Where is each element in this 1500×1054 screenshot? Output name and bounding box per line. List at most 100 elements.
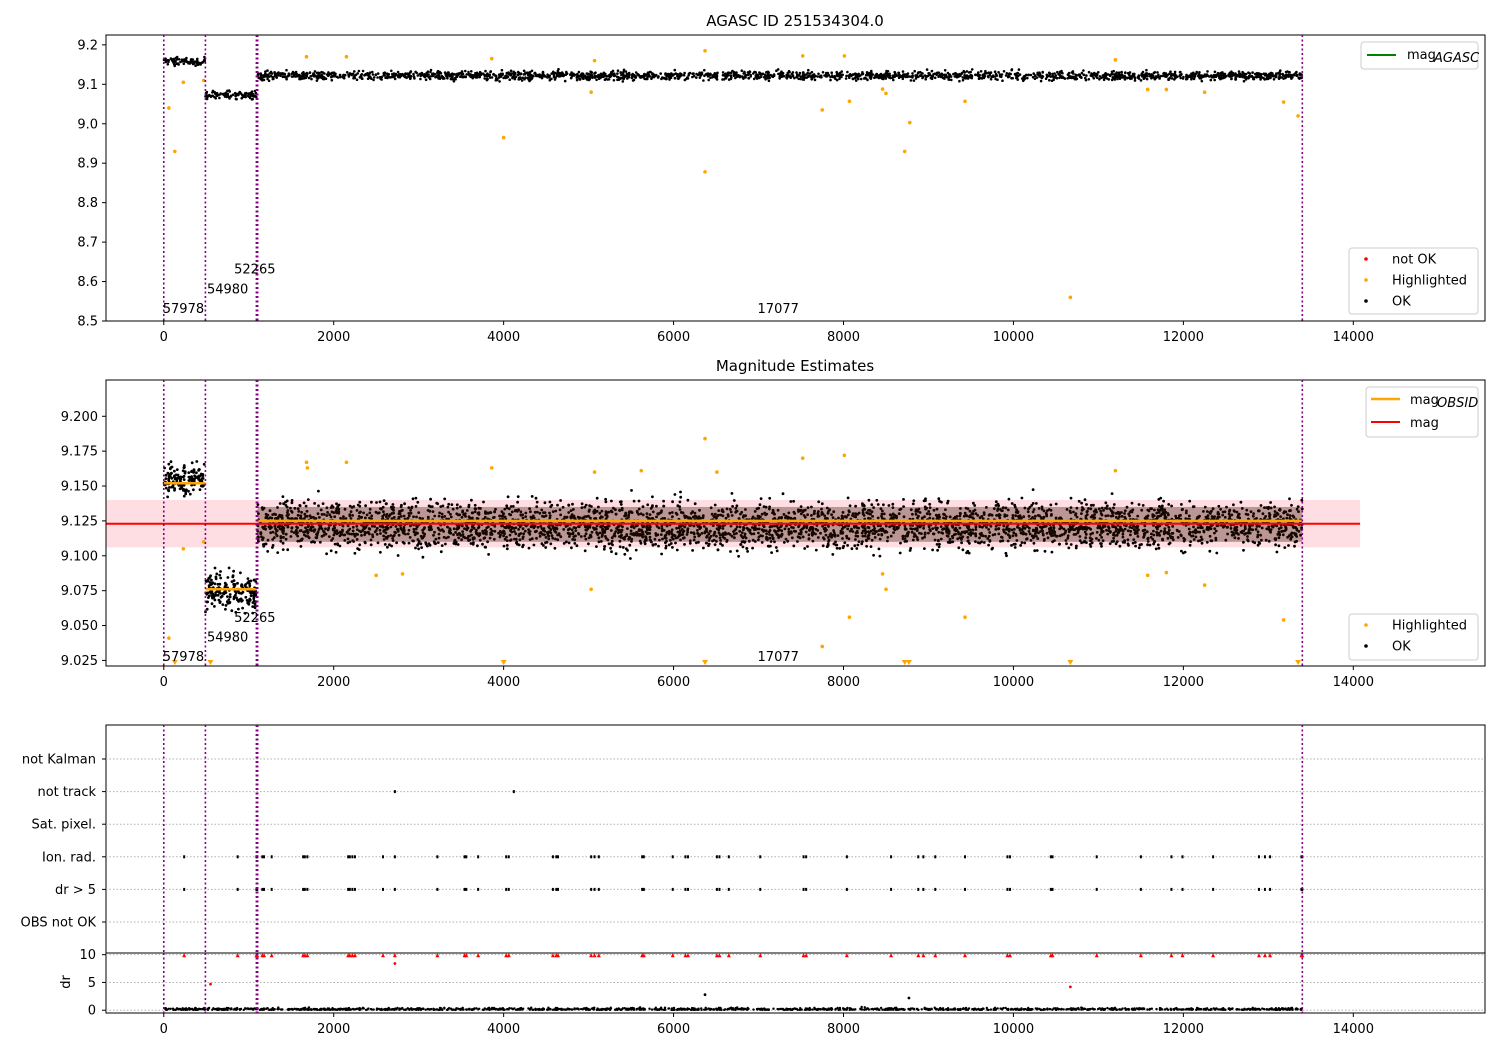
ok-point xyxy=(947,72,950,75)
ok-point xyxy=(248,584,251,587)
ok-point xyxy=(354,77,357,80)
ok-point xyxy=(668,544,671,547)
ok-point xyxy=(417,548,420,551)
ok-point xyxy=(855,79,858,82)
ok-point xyxy=(1176,76,1179,79)
ok-point xyxy=(439,71,442,74)
ok-point xyxy=(676,75,679,78)
ok-point xyxy=(300,545,303,548)
ok-point xyxy=(1233,74,1236,77)
ok-point xyxy=(1044,550,1047,553)
ok-point xyxy=(1052,79,1055,82)
ok-point xyxy=(1198,75,1201,78)
panel-title: AGASC ID 251534304.0 xyxy=(706,12,884,30)
ok-point xyxy=(208,95,211,98)
ok-point xyxy=(469,73,472,76)
ok-point xyxy=(863,77,866,80)
ok-point xyxy=(286,548,289,551)
ok-point xyxy=(651,76,654,79)
ok-point xyxy=(521,79,524,82)
ok-point xyxy=(226,595,229,598)
highlighted-point xyxy=(908,121,912,125)
highlighted-point xyxy=(963,99,967,103)
ok-point xyxy=(240,600,243,603)
highlighted-point xyxy=(903,150,907,154)
ok-point xyxy=(977,71,980,74)
ok-point xyxy=(1156,71,1159,74)
ok-point xyxy=(191,461,194,464)
ok-point xyxy=(751,547,754,550)
ok-point xyxy=(556,75,559,78)
ok-point xyxy=(517,495,520,498)
ok-point xyxy=(375,501,378,504)
highlighted-point xyxy=(1114,58,1118,62)
ok-point xyxy=(1251,75,1254,78)
ok-point xyxy=(370,77,373,80)
ok-point xyxy=(527,74,530,77)
ok-point xyxy=(1111,79,1114,82)
ok-point xyxy=(476,75,479,78)
ok-point xyxy=(1288,497,1291,500)
y-tick-label: 8.5 xyxy=(77,315,98,330)
ok-point xyxy=(926,75,929,78)
ok-point xyxy=(1210,74,1213,77)
ok-point xyxy=(271,72,274,75)
ok-point xyxy=(821,502,824,505)
ok-point xyxy=(1238,70,1241,73)
ok-point xyxy=(962,548,965,551)
ok-point xyxy=(836,79,839,82)
ok-point xyxy=(1179,74,1182,77)
ok-point xyxy=(838,75,841,78)
ok-point xyxy=(557,68,560,71)
ok-point xyxy=(384,71,387,74)
ok-point xyxy=(177,474,180,477)
ok-point xyxy=(1198,71,1201,74)
ok-point xyxy=(310,78,313,81)
ok-point xyxy=(987,75,990,78)
ok-point xyxy=(664,72,667,75)
ok-point xyxy=(1006,72,1009,75)
ok-point xyxy=(260,76,263,79)
ok-point xyxy=(919,74,922,77)
ok-point xyxy=(996,74,999,77)
ok-point xyxy=(430,69,433,72)
x-tick-label: 0 xyxy=(160,330,168,345)
ok-point xyxy=(489,71,492,74)
ok-point xyxy=(467,71,470,74)
ok-point xyxy=(822,71,825,74)
ok-point xyxy=(165,477,168,480)
ok-point xyxy=(588,78,591,81)
ok-point xyxy=(1103,74,1106,77)
ok-point xyxy=(915,77,918,80)
ok-point xyxy=(1191,75,1194,78)
ok-point xyxy=(522,544,525,547)
ok-point xyxy=(936,549,939,552)
ok-point xyxy=(1221,72,1224,75)
ok-point xyxy=(224,608,227,611)
ok-point xyxy=(882,77,885,80)
ok-point xyxy=(799,78,802,81)
ok-point xyxy=(633,500,636,503)
ok-point xyxy=(957,74,960,77)
ok-point xyxy=(980,77,983,80)
ok-point xyxy=(910,75,913,78)
ok-point xyxy=(390,70,393,73)
ok-point xyxy=(484,70,487,73)
ok-point xyxy=(211,597,214,600)
ok-point xyxy=(870,75,873,78)
ok-point xyxy=(303,77,306,80)
ok-point xyxy=(242,591,245,594)
ok-point xyxy=(235,98,238,101)
ok-point xyxy=(313,75,316,78)
ok-point xyxy=(201,474,204,477)
ok-point xyxy=(609,76,612,79)
ok-point xyxy=(1079,74,1082,77)
ok-point xyxy=(596,497,599,500)
ok-point xyxy=(994,78,997,81)
ok-point xyxy=(1088,71,1091,74)
ok-point xyxy=(654,543,657,546)
ok-point xyxy=(248,600,251,603)
ok-point xyxy=(364,73,367,76)
ok-point xyxy=(1026,77,1029,80)
ok-point xyxy=(218,583,221,586)
